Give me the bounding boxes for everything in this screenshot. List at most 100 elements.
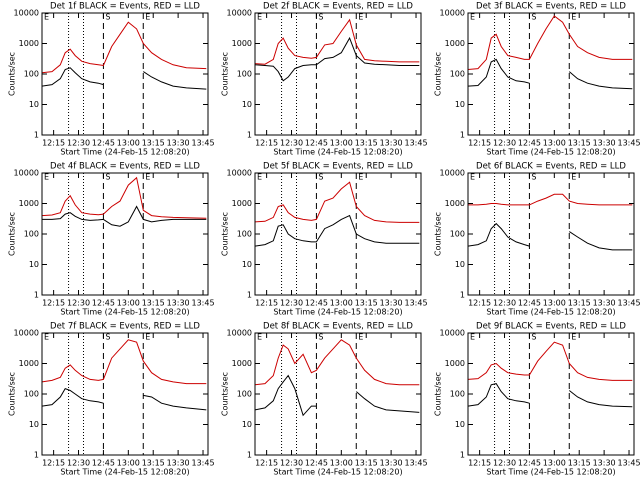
x-tick-label: 12:45 — [518, 459, 541, 468]
plot-frame — [467, 12, 635, 136]
series-line — [468, 15, 633, 70]
x-axis-label: Start Time (24-Feb-15 12:08:20) — [60, 308, 189, 317]
x-tick-label: 12:30 — [493, 139, 516, 148]
x-tick-label: 13:30 — [593, 299, 616, 308]
x-tick-label: 13:30 — [167, 139, 190, 148]
x-tick-label: 13:00 — [117, 139, 140, 148]
x-tick-label: 12:45 — [305, 299, 328, 308]
x-tick-label: 13:15 — [142, 459, 165, 468]
x-tick-label: 12:45 — [92, 299, 115, 308]
plot-frame — [467, 172, 635, 296]
chart: Det 5f BLACK = Events, RED = LLD Start Ti… — [221, 162, 428, 317]
x-tick-label: 13:30 — [380, 459, 403, 468]
plot-frame — [254, 12, 422, 136]
y-tick-label: 100 — [237, 230, 252, 239]
annotation: E — [44, 333, 49, 342]
chart-title: Det 5f BLACK = Events, RED = LLD — [263, 162, 413, 172]
annotation: E — [145, 173, 150, 182]
series-line — [255, 374, 420, 417]
chart-title: Det 3f BLACK = Events, RED = LLD — [476, 2, 626, 12]
y-axis-label: Counts/sec — [8, 372, 17, 416]
y-tick-label: 10000 — [440, 169, 465, 178]
y-axis-label: Counts/sec — [434, 52, 443, 96]
annotation: E — [257, 13, 262, 22]
x-axis-label: Start Time (24-Feb-15 12:08:20) — [486, 148, 615, 157]
series-line — [42, 205, 207, 227]
series-line — [255, 36, 420, 82]
y-tick-label: 10000 — [440, 329, 465, 338]
y-axis-label: Counts/sec — [434, 212, 443, 256]
y-tick-label: 100 — [237, 70, 252, 79]
plot-frame — [41, 12, 209, 136]
x-tick-label: 13:15 — [568, 139, 591, 148]
x-axis-label: Start Time (24-Feb-15 12:08:20) — [486, 468, 615, 477]
y-axis-label: Counts/sec — [434, 372, 443, 416]
chart-title: Det 4f BLACK = Events, RED = LLD — [50, 162, 200, 172]
chart-title: Det 2f BLACK = Events, RED = LLD — [263, 2, 413, 12]
x-axis-label: Start Time (24-Feb-15 12:08:20) — [273, 148, 402, 157]
y-axis-label: Counts/sec — [8, 52, 17, 96]
y-tick-label: 1000 — [19, 359, 39, 368]
y-tick-label: 1000 — [445, 39, 465, 48]
chart: Det 2f BLACK = Events, RED = LLD Start Ti… — [221, 2, 428, 157]
series-line — [468, 341, 633, 381]
chart: Det 6f BLACK = Events, RED = LLD Start Ti… — [434, 162, 640, 317]
x-tick-label: 13:30 — [380, 139, 403, 148]
chart: Det 4f BLACK = Events, RED = LLD Start Ti… — [8, 162, 215, 317]
chart: Det 9f BLACK = Events, RED = LLD Start Ti… — [434, 322, 640, 477]
x-tick-label: 12:30 — [67, 299, 90, 308]
series-line — [468, 193, 633, 206]
x-tick-label: 12:15 — [468, 299, 491, 308]
y-tick-label: 10000 — [227, 9, 252, 18]
y-tick-label: 100 — [24, 390, 39, 399]
y-tick-label: 1000 — [19, 199, 39, 208]
y-tick-label: 100 — [450, 70, 465, 79]
x-tick-label: 13:15 — [355, 139, 378, 148]
annotation: E — [44, 13, 49, 22]
x-tick-label: 12:15 — [42, 299, 65, 308]
chart: Det 1f BLACK = Events, RED = LLD Start Ti… — [8, 2, 215, 157]
y-tick-label: 10 — [242, 100, 252, 109]
y-tick-label: 10 — [455, 260, 465, 269]
series-line — [42, 67, 207, 90]
y-tick-label: 1 — [460, 131, 465, 140]
x-tick-label: 13:30 — [593, 459, 616, 468]
x-tick-label: 12:15 — [255, 299, 278, 308]
x-tick-label: 13:45 — [404, 299, 427, 308]
y-tick-label: 1000 — [232, 199, 252, 208]
chart: Det 3f BLACK = Events, RED = LLD Start Ti… — [434, 2, 640, 157]
x-tick-label: 12:30 — [67, 459, 90, 468]
annotation: E — [571, 13, 576, 22]
x-tick-label: 13:30 — [167, 299, 190, 308]
x-tick-label: 12:15 — [468, 459, 491, 468]
y-tick-label: 1000 — [445, 199, 465, 208]
annotation: E — [470, 173, 475, 182]
series-line — [42, 176, 207, 219]
x-tick-label: 13:30 — [593, 139, 616, 148]
x-tick-label: 12:15 — [42, 459, 65, 468]
series-line — [255, 181, 420, 223]
x-tick-label: 12:15 — [468, 139, 491, 148]
x-tick-label: 13:45 — [191, 299, 214, 308]
plot-frame — [467, 332, 635, 456]
y-axis-label: Counts/sec — [221, 52, 230, 96]
x-axis-label: Start Time (24-Feb-15 12:08:20) — [60, 468, 189, 477]
y-tick-label: 10000 — [14, 9, 39, 18]
x-tick-label: 13:45 — [404, 139, 427, 148]
y-tick-label: 1000 — [232, 359, 252, 368]
x-tick-label: 13:45 — [617, 299, 640, 308]
annotation: E — [358, 13, 363, 22]
annotation: E — [470, 333, 475, 342]
y-tick-label: 100 — [450, 390, 465, 399]
x-tick-label: 12:45 — [92, 459, 115, 468]
series-line — [255, 339, 420, 386]
y-tick-label: 10 — [242, 420, 252, 429]
y-tick-label: 10000 — [14, 329, 39, 338]
chart-title: Det 1f BLACK = Events, RED = LLD — [50, 2, 200, 12]
annotation: S — [531, 173, 536, 182]
plot-frame — [41, 332, 209, 456]
x-tick-label: 12:45 — [305, 459, 328, 468]
chart-title: Det 7f BLACK = Events, RED = LLD — [50, 322, 200, 332]
y-axis-label: Counts/sec — [221, 212, 230, 256]
